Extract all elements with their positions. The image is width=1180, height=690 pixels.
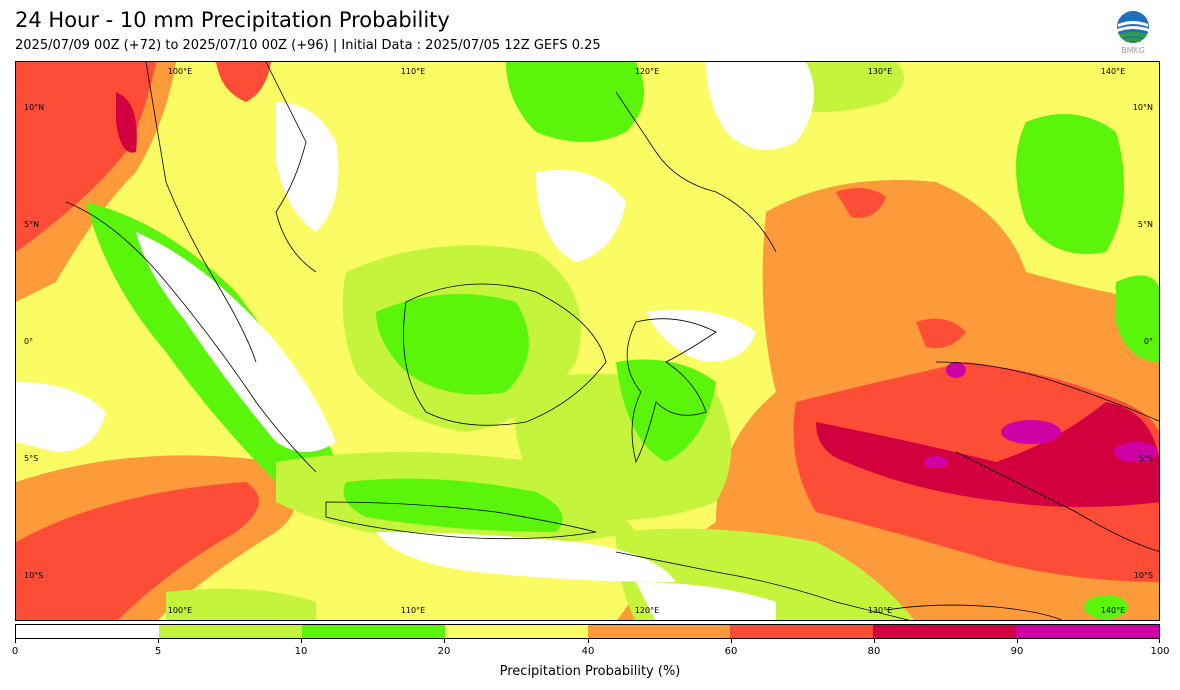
lat-label-left-10s: 10°S: [24, 571, 43, 580]
colorbar-tick-mark: [731, 639, 732, 643]
lon-label-bottom-110: 110°E: [401, 606, 425, 615]
lat-label-left-10n: 10°N: [24, 103, 44, 112]
lon-label-bottom-130: 130°E: [868, 606, 892, 615]
colorbar-segment: [730, 625, 873, 638]
colorbar-tick-mark: [1159, 639, 1160, 643]
colorbar-tick-label: 10: [295, 646, 308, 657]
colorbar-tick-label: 40: [582, 646, 595, 657]
map-subtitle: 2025/07/09 00Z (+72) to 2025/07/10 00Z (…: [15, 38, 601, 54]
lon-label-bottom-120: 120°E: [635, 606, 659, 615]
colorbar-tick-label: 60: [725, 646, 738, 657]
colorbar-tick-mark: [588, 639, 589, 643]
colorbar-title: Precipitation Probability (%): [0, 664, 1180, 679]
precipitation-map: 100°E 110°E 120°E 130°E 140°E 100°E 110°…: [15, 61, 1160, 621]
colorbar-tick-label: 100: [1150, 646, 1169, 657]
lon-label-bottom-100: 100°E: [168, 606, 192, 615]
colorbar-tick-label: 0: [12, 646, 18, 657]
lat-label-right-5n: 5°N: [1138, 220, 1153, 229]
magenta-spot-4: [946, 362, 966, 378]
lon-label-top-100: 100°E: [168, 67, 192, 76]
magenta-spot-3: [924, 456, 948, 468]
lat-label-left-5s: 5°S: [24, 454, 38, 463]
svg-text:BMKG: BMKG: [1121, 46, 1145, 55]
map-title: 24 Hour - 10 mm Precipitation Probabilit…: [15, 6, 450, 34]
colorbar-tick-mark: [1017, 639, 1018, 643]
lat-label-right-10n: 10°N: [1133, 103, 1153, 112]
colorbar-tick-label: 20: [438, 646, 451, 657]
colorbar-tick-mark: [158, 639, 159, 643]
colorbar-segment: [1016, 625, 1159, 638]
colorbar-tick-mark: [874, 639, 875, 643]
colorbar-segment: [445, 625, 588, 638]
lon-label-top-130: 130°E: [868, 67, 892, 76]
colorbar-segment: [588, 625, 731, 638]
lat-label-right-10s: 10°S: [1134, 571, 1153, 580]
colorbar-segment: [873, 625, 1016, 638]
colorbar-tick-label: 80: [868, 646, 881, 657]
bmkg-logo: BMKG: [1115, 10, 1151, 56]
lon-label-top-110: 110°E: [401, 67, 425, 76]
magenta-spot-1: [1001, 420, 1061, 444]
colorbar-tick-label: 90: [1011, 646, 1024, 657]
colorbar-segment: [159, 625, 302, 638]
colorbar-segment: [302, 625, 445, 638]
colorbar: [15, 624, 1160, 639]
colorbar-tick-mark: [15, 639, 16, 643]
lon-label-bottom-140: 140°E: [1101, 606, 1125, 615]
colorbar-tick-mark: [444, 639, 445, 643]
lat-label-right-5s: 5°S: [1139, 454, 1153, 463]
lat-label-left-0: 0°: [24, 337, 33, 346]
lat-label-left-5n: 5°N: [24, 220, 39, 229]
colorbar-ticks: 0 5 10 20 40 60 80 90 100: [15, 639, 1160, 659]
colorbar-tick-label: 5: [155, 646, 161, 657]
colorbar-segment: [16, 625, 159, 638]
lon-label-top-140: 140°E: [1101, 67, 1125, 76]
colorbar-tick-mark: [301, 639, 302, 643]
lat-label-right-0: 0°: [1144, 337, 1153, 346]
lon-label-top-120: 120°E: [635, 67, 659, 76]
